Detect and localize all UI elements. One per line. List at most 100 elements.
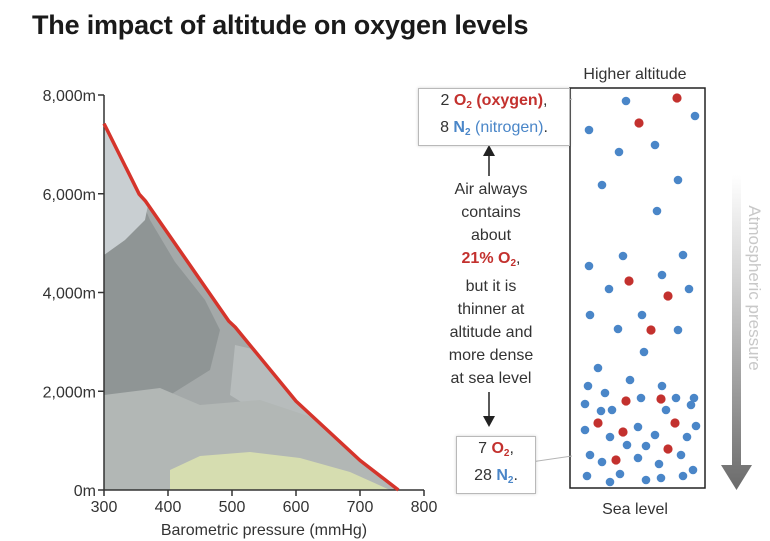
nitrogen-molecule-dot bbox=[618, 251, 628, 261]
mountain-snow bbox=[104, 123, 150, 255]
explanation-line: Air always bbox=[454, 181, 528, 198]
nitrogen-molecule-dot bbox=[691, 421, 701, 431]
nitrogen-molecule-dot bbox=[637, 310, 647, 320]
x-axis-ticks: 300 400 500 600 700 800 bbox=[91, 490, 438, 516]
nitrogen-molecule-dot bbox=[622, 440, 632, 450]
o2-formula-letter: O bbox=[453, 92, 467, 109]
nitrogen-molecule-dot bbox=[682, 432, 692, 442]
oxygen-molecule-dot bbox=[670, 418, 680, 428]
nitrogen-molecule-dot bbox=[639, 347, 649, 357]
callout-top-nitrogen-line: 8 N2 (nitrogen). bbox=[425, 117, 563, 144]
explanation-text: Air always contains about 21% O2, but it… bbox=[430, 178, 552, 390]
nitrogen-molecule-dot bbox=[684, 284, 694, 294]
highlight-sub: 2 bbox=[510, 258, 517, 269]
nitrogen-molecule-dot bbox=[580, 425, 590, 435]
air-column bbox=[569, 87, 706, 489]
oxygen-molecule-dot bbox=[663, 291, 673, 301]
x-tick-label: 400 bbox=[155, 499, 182, 516]
nitrogen-molecule-dot bbox=[614, 147, 624, 157]
callout-bottom-oxygen-line: 7 O2, bbox=[463, 438, 529, 465]
o2-formula-sub: 2 bbox=[466, 100, 472, 111]
n2-count: 8 bbox=[440, 119, 449, 136]
n2-end: . bbox=[513, 467, 518, 484]
nitrogen-molecule-dot bbox=[597, 180, 607, 190]
highlight-text: 21% O bbox=[461, 250, 511, 267]
oxygen-molecule-dot bbox=[646, 325, 656, 335]
oxygen-molecule-dot bbox=[611, 455, 621, 465]
arrow-down-head bbox=[483, 416, 495, 427]
nitrogen-molecule-dot bbox=[593, 363, 603, 373]
x-tick-label: 500 bbox=[219, 499, 246, 516]
callout-bottom-nitrogen-line: 28 N2. bbox=[463, 465, 529, 492]
nitrogen-molecule-dot bbox=[641, 441, 651, 451]
explanation-line: at sea level bbox=[450, 370, 532, 387]
n2-formula: N2 bbox=[496, 467, 514, 486]
nitrogen-molecule-dot bbox=[671, 393, 681, 403]
n2-end: . bbox=[543, 119, 548, 136]
y-tick-label: 8,000m bbox=[43, 88, 96, 105]
y-tick-label: 0m bbox=[74, 483, 96, 500]
nitrogen-molecule-dot bbox=[657, 381, 667, 391]
nitrogen-molecule-dot bbox=[633, 453, 643, 463]
callout-higher-altitude: 2 O2 (oxygen), 8 N2 (nitrogen). bbox=[418, 88, 570, 146]
nitrogen-molecule-dot bbox=[676, 450, 686, 460]
o2-count: 7 bbox=[478, 440, 487, 457]
oxygen-molecule-dot bbox=[672, 93, 682, 103]
molecules bbox=[580, 93, 701, 487]
n2-count: 28 bbox=[474, 467, 492, 484]
n2-formula: N2 bbox=[453, 119, 471, 138]
nitrogen-molecule-dot bbox=[597, 457, 607, 467]
o2-separator: , bbox=[543, 92, 548, 109]
y-tick-label: 2,000m bbox=[43, 384, 96, 401]
n2-formula-sub: 2 bbox=[464, 127, 471, 138]
nitrogen-molecule-dot bbox=[584, 125, 594, 135]
n2-formula-letter: N bbox=[453, 119, 465, 136]
grass-area bbox=[170, 452, 390, 490]
nitrogen-molecule-dot bbox=[585, 310, 595, 320]
nitrogen-molecule-dot bbox=[600, 388, 610, 398]
nitrogen-molecule-dot bbox=[690, 111, 700, 121]
y-tick-label: 4,000m bbox=[43, 286, 96, 303]
nitrogen-molecule-dot bbox=[652, 206, 662, 216]
nitrogen-molecule-dot bbox=[678, 471, 688, 481]
n2-formula-letter: N bbox=[496, 467, 508, 484]
nitrogen-molecule-dot bbox=[625, 375, 635, 385]
o2-formula: O2 bbox=[491, 440, 510, 459]
x-axis-title: Barometric pressure (mmHg) bbox=[161, 522, 367, 539]
x-tick-label: 600 bbox=[283, 499, 310, 516]
nitrogen-molecule-dot bbox=[650, 140, 660, 150]
x-tick-label: 300 bbox=[91, 499, 118, 516]
n2-formula-sub: 2 bbox=[507, 475, 514, 486]
nitrogen-molecule-dot bbox=[605, 477, 615, 487]
x-tick-label: 800 bbox=[411, 499, 438, 516]
oxygen-molecule-dot bbox=[624, 276, 634, 286]
oxygen-molecule-dot bbox=[593, 418, 603, 428]
o2-formula-sub: 2 bbox=[503, 448, 510, 459]
atmospheric-pressure-label: Atmospheric pressure bbox=[745, 205, 764, 370]
arrow-up-head bbox=[483, 145, 495, 156]
nitrogen-molecule-dot bbox=[613, 324, 623, 334]
n2-name: (nitrogen) bbox=[475, 119, 544, 136]
nitrogen-molecule-dot bbox=[633, 422, 643, 432]
y-tick-label: 6,000m bbox=[43, 187, 96, 204]
explanation-line: contains bbox=[461, 204, 521, 221]
nitrogen-molecule-dot bbox=[636, 393, 646, 403]
oxygen-molecule-dot bbox=[656, 394, 666, 404]
higher-altitude-label: Higher altitude bbox=[583, 66, 686, 83]
o2-count: 2 bbox=[440, 92, 450, 109]
explanation-line: about bbox=[470, 227, 512, 244]
nitrogen-molecule-dot bbox=[580, 399, 590, 409]
explanation-line: altitude and bbox=[449, 324, 533, 341]
nitrogen-molecule-dot bbox=[654, 459, 664, 469]
nitrogen-molecule-dot bbox=[621, 96, 631, 106]
pressure-arrow bbox=[721, 175, 752, 490]
callout-sea-level: 7 O2, 28 N2. bbox=[456, 436, 536, 494]
oxygen-molecule-dot bbox=[634, 118, 644, 128]
o2-formula-letter: O bbox=[491, 440, 504, 457]
nitrogen-molecule-dot bbox=[688, 465, 698, 475]
oxygen-molecule-dot bbox=[621, 396, 631, 406]
nitrogen-molecule-dot bbox=[585, 450, 595, 460]
callout-top-oxygen-line: 2 O2 (oxygen), bbox=[425, 90, 563, 117]
oxygen-molecule-dot bbox=[618, 427, 628, 437]
